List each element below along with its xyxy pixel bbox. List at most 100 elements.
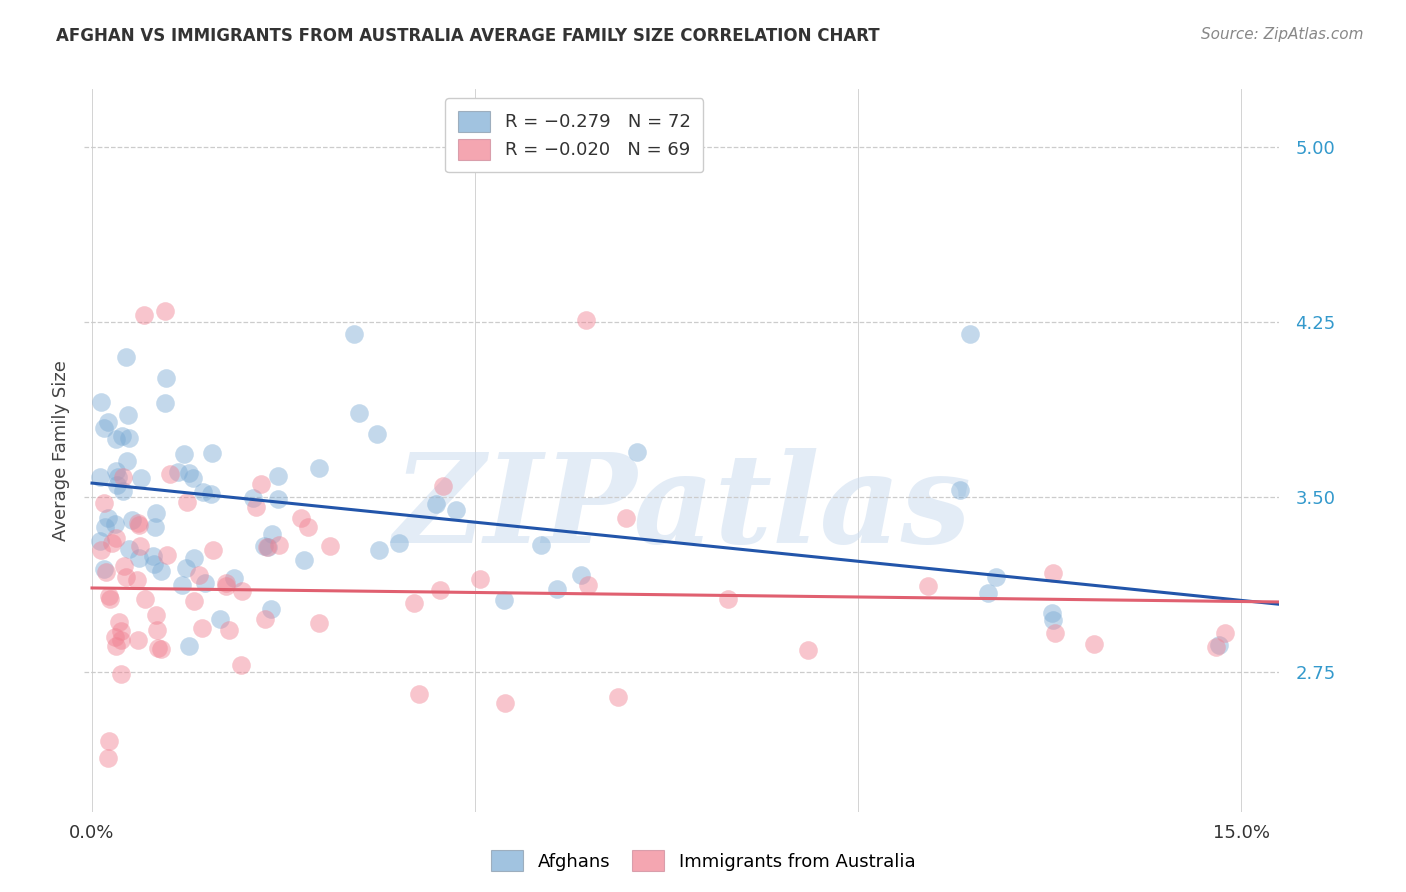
Point: [308, 615, 330, 630]
Point: [349, 406, 371, 420]
Point: [159, 467, 181, 481]
Point: [128, 550, 150, 565]
Point: [917, 579, 939, 593]
Point: [260, 526, 283, 541]
Point: [183, 551, 205, 566]
Point: [110, 632, 132, 647]
Point: [108, 615, 131, 630]
Point: [1208, 638, 1230, 652]
Point: [290, 510, 312, 524]
Point: [191, 485, 214, 500]
Point: [253, 539, 276, 553]
Point: [97, 510, 120, 524]
Point: [215, 579, 238, 593]
Point: [129, 540, 152, 554]
Point: [1213, 625, 1236, 640]
Point: [98, 591, 121, 606]
Point: [267, 492, 290, 507]
Text: Source: ZipAtlas.com: Source: ZipAtlas.com: [1201, 27, 1364, 42]
Point: [145, 520, 167, 534]
Point: [1205, 640, 1227, 654]
Point: [606, 690, 628, 705]
Point: [224, 571, 246, 585]
Point: [111, 428, 134, 442]
Point: [1043, 626, 1066, 640]
Point: [249, 476, 271, 491]
Point: [569, 568, 592, 582]
Legend: Afghans, Immigrants from Australia: Afghans, Immigrants from Australia: [484, 843, 922, 879]
Point: [529, 539, 551, 553]
Point: [179, 639, 201, 653]
Point: [110, 624, 132, 638]
Point: [177, 466, 200, 480]
Y-axis label: Average Family Size: Average Family Size: [52, 360, 70, 541]
Point: [90, 395, 112, 409]
Point: [194, 576, 217, 591]
Point: [93, 520, 115, 534]
Point: [141, 549, 163, 563]
Point: [170, 578, 193, 592]
Point: [105, 432, 128, 446]
Legend: R = −0.279   N = 72, R = −0.020   N = 69: R = −0.279 N = 72, R = −0.020 N = 69: [446, 98, 703, 172]
Point: [429, 583, 451, 598]
Point: [93, 421, 115, 435]
Point: [1042, 566, 1064, 580]
Point: [101, 536, 124, 550]
Point: [176, 561, 198, 575]
Point: [183, 593, 205, 607]
Point: [105, 477, 128, 491]
Point: [97, 589, 120, 603]
Point: [796, 643, 818, 657]
Point: [245, 500, 267, 515]
Point: [949, 483, 972, 498]
Point: [148, 640, 170, 655]
Point: [253, 612, 276, 626]
Text: ZIPatlas: ZIPatlas: [392, 448, 972, 569]
Point: [145, 506, 167, 520]
Point: [260, 602, 283, 616]
Point: [112, 470, 135, 484]
Point: [89, 534, 111, 549]
Point: [118, 541, 141, 556]
Point: [117, 431, 139, 445]
Point: [388, 536, 411, 550]
Point: [125, 573, 148, 587]
Point: [107, 470, 129, 484]
Point: [200, 487, 222, 501]
Point: [269, 538, 291, 552]
Point: [145, 607, 167, 622]
Point: [444, 503, 467, 517]
Point: [90, 543, 112, 558]
Point: [368, 543, 391, 558]
Point: [117, 453, 139, 467]
Point: [97, 734, 120, 748]
Point: [959, 326, 981, 341]
Point: [468, 572, 491, 586]
Point: [190, 622, 212, 636]
Point: [402, 597, 425, 611]
Point: [494, 697, 516, 711]
Point: [1083, 637, 1105, 651]
Point: [201, 446, 224, 460]
Point: [155, 303, 177, 318]
Point: [110, 667, 132, 681]
Point: [128, 517, 150, 532]
Point: [127, 633, 149, 648]
Point: [89, 469, 111, 483]
Point: [103, 517, 125, 532]
Point: [425, 497, 447, 511]
Point: [121, 513, 143, 527]
Point: [215, 576, 238, 591]
Point: [143, 557, 166, 571]
Point: [129, 471, 152, 485]
Point: [145, 623, 167, 637]
Point: [432, 479, 454, 493]
Point: [134, 308, 156, 322]
Point: [319, 539, 342, 553]
Point: [575, 313, 598, 327]
Point: [294, 553, 316, 567]
Point: [256, 540, 278, 554]
Point: [181, 471, 204, 485]
Point: [104, 464, 127, 478]
Point: [977, 586, 1000, 600]
